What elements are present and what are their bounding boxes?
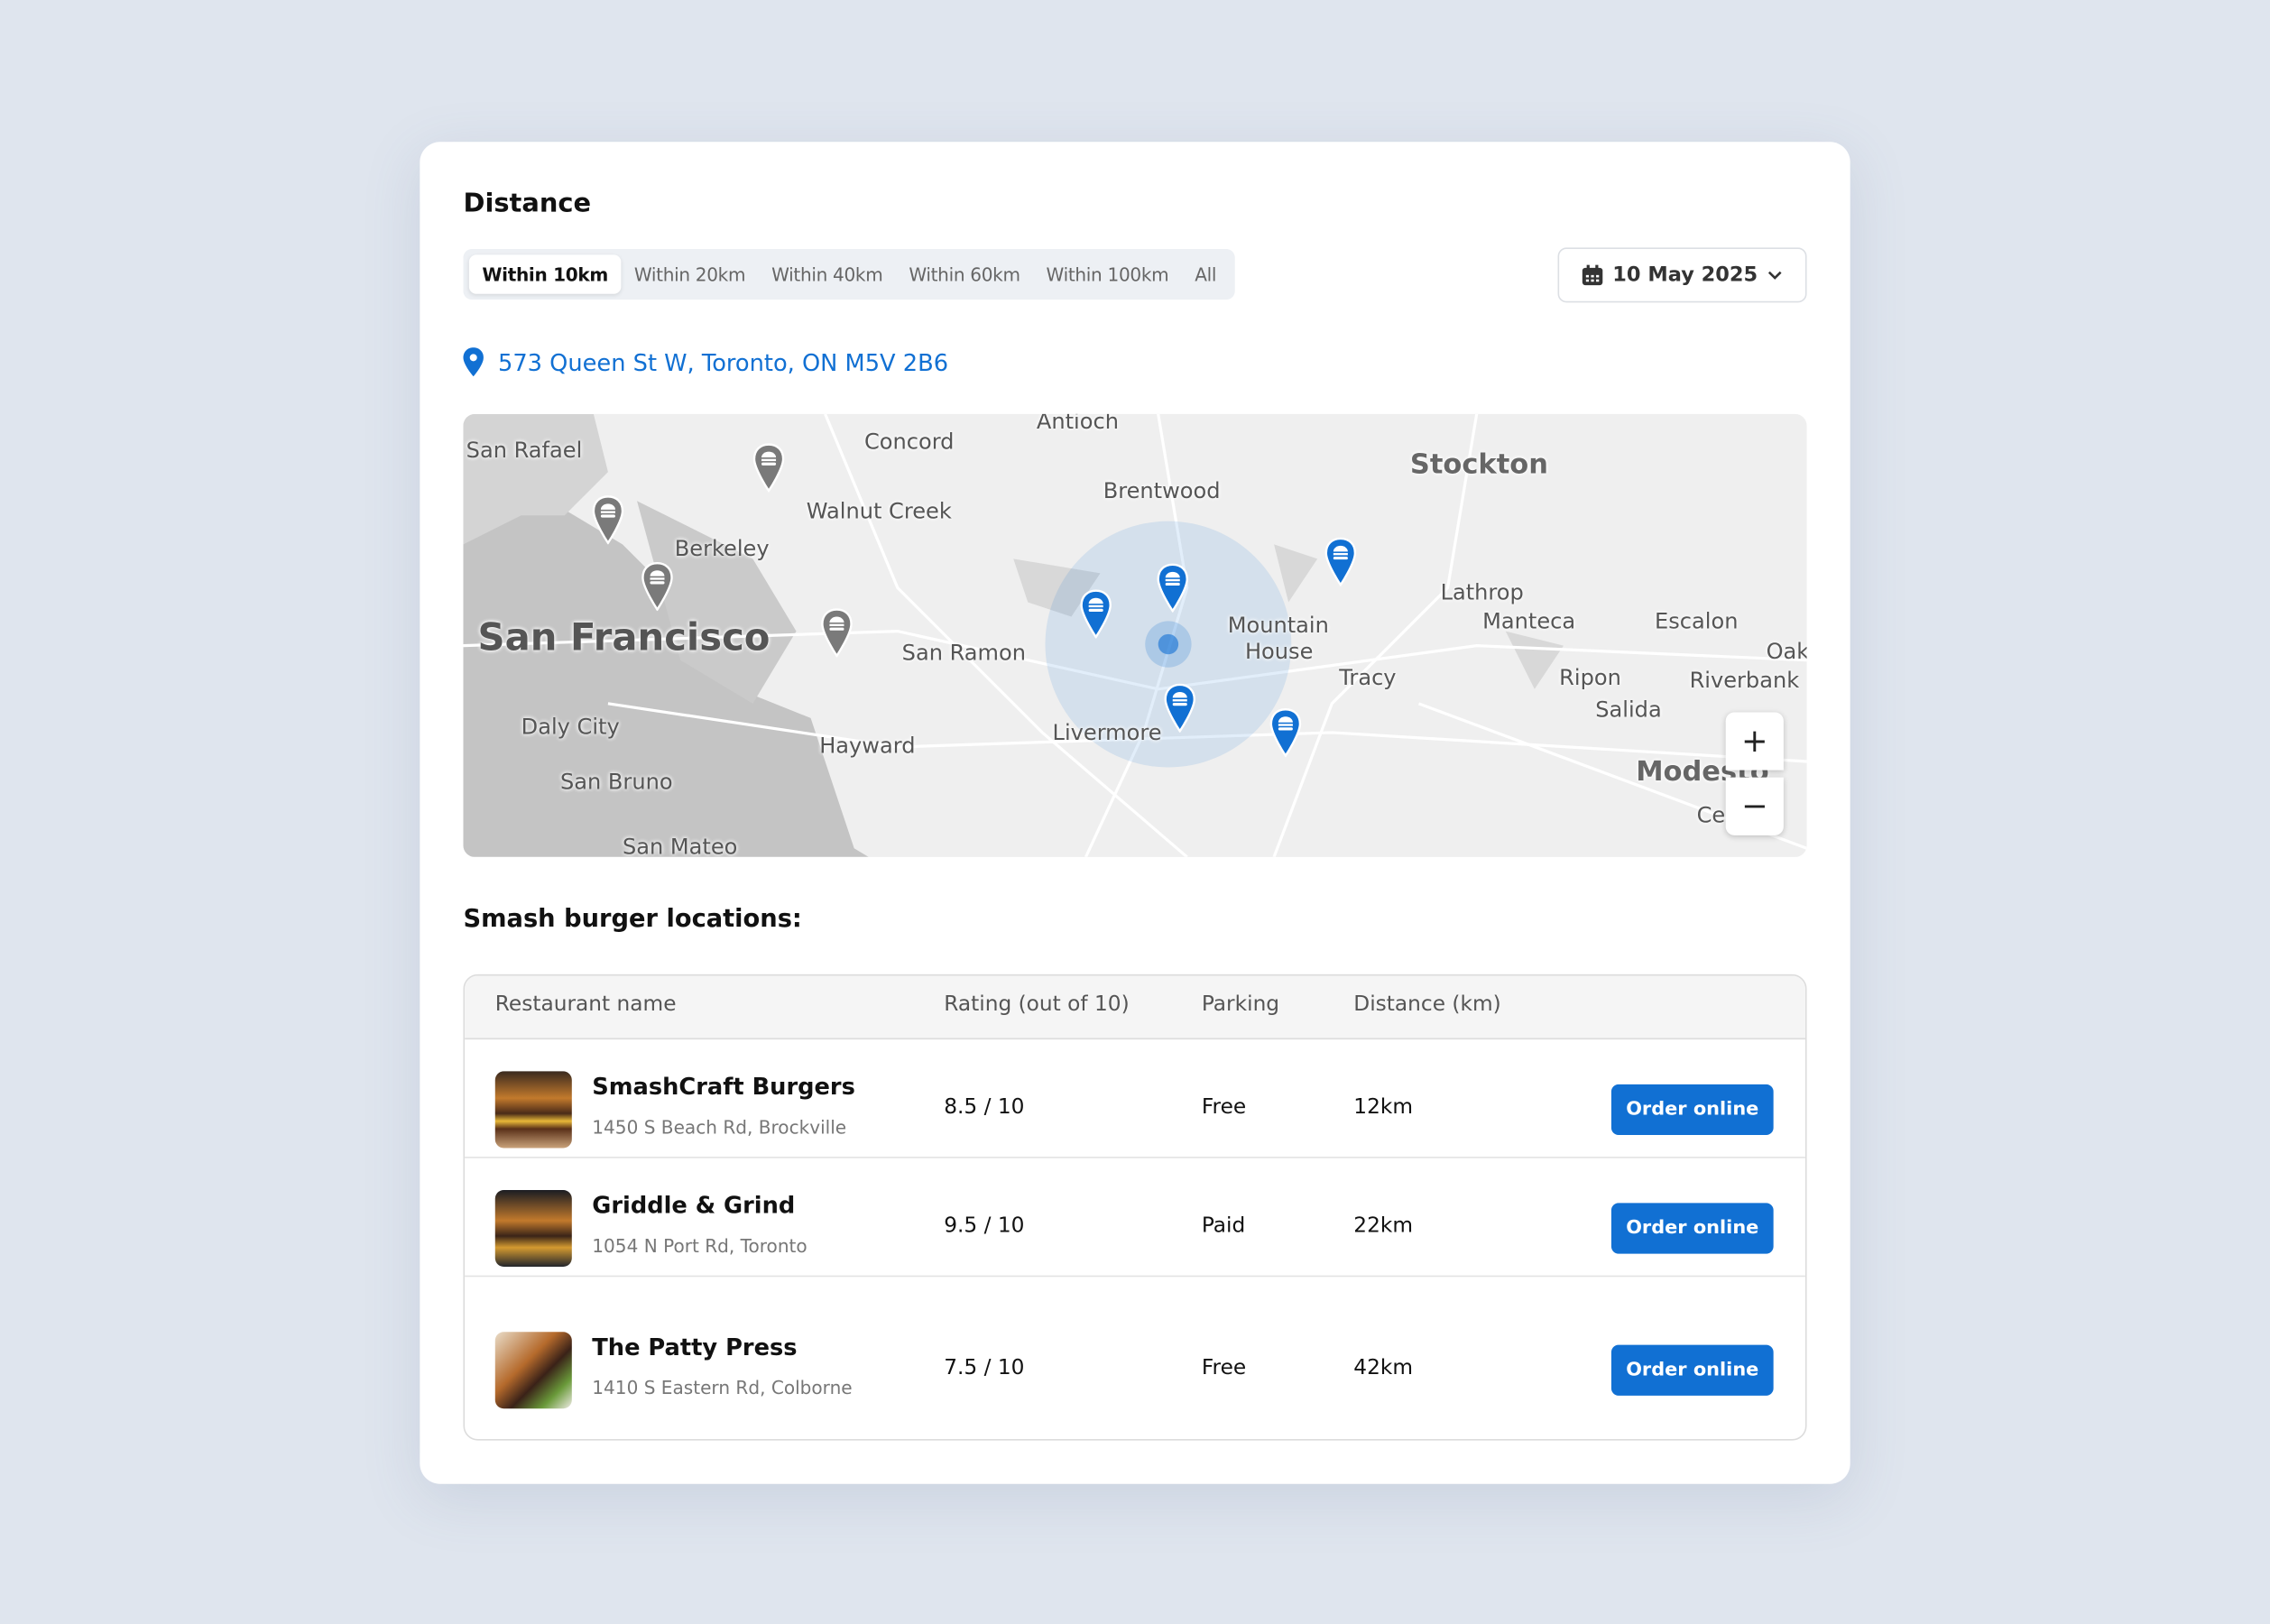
zoom-in-button[interactable]: +	[1725, 712, 1784, 770]
burger-pin-icon	[1324, 537, 1357, 587]
map-label: San Bruno	[559, 769, 673, 795]
map-label: Daly City	[521, 714, 620, 740]
map-label: Lathrop	[1440, 578, 1524, 605]
restaurant-address: 1410 S Eastern Rd, Colborne	[592, 1376, 853, 1399]
map-label: Livermore	[1052, 719, 1162, 746]
calendar-icon	[1582, 264, 1603, 286]
restaurant-photo	[494, 1332, 572, 1409]
filter-within-40km[interactable]: Within 40km	[771, 263, 883, 286]
map-label: Ce	[1696, 801, 1726, 828]
zoom-out-button[interactable]: −	[1725, 777, 1784, 835]
table-header: Restaurant name Rating (out of 10) Parki…	[465, 975, 1805, 1040]
map-label: Escalon	[1655, 607, 1739, 634]
restaurant-pin-active[interactable]	[1080, 589, 1112, 640]
distance-filter: Within 10km Within 20km Within 40km With…	[463, 248, 1235, 300]
burger-pin-icon	[821, 608, 853, 659]
map-label: Berkeley	[674, 535, 770, 562]
map-label: Walnut Creek	[806, 497, 952, 524]
burger-pin-icon	[1269, 708, 1302, 758]
distance: 22km	[1353, 1214, 1414, 1238]
map-label: San Francisco	[477, 616, 771, 660]
restaurant-photo	[494, 1071, 572, 1149]
restaurant-pin-inactive[interactable]	[592, 495, 624, 545]
restaurant-table: Restaurant name Rating (out of 10) Parki…	[463, 973, 1807, 1441]
filter-within-20km[interactable]: Within 20km	[633, 263, 746, 286]
restaurant-address: 1450 S Beach Rd, Brockville	[592, 1116, 847, 1139]
map-label: Oak	[1766, 638, 1807, 665]
map-label: Concord	[863, 428, 955, 455]
order-online-button[interactable]: Order online	[1610, 1203, 1774, 1254]
filter-all[interactable]: All	[1195, 263, 1217, 286]
table-row: Griddle & Grind 1054 N Port Rd, Toronto …	[465, 1158, 1805, 1278]
map-label: San Rafael	[466, 437, 583, 464]
map-label: San Mateo	[622, 834, 738, 857]
address-text: 573 Queen St W, Toronto, ON M5V 2B6	[497, 347, 949, 376]
restaurant-pin-inactive[interactable]	[641, 561, 673, 612]
chevron-down-icon	[1768, 271, 1782, 280]
map-label: Ripon	[1559, 664, 1621, 691]
rating: 7.5 / 10	[944, 1356, 1025, 1380]
map-label: Antioch	[1036, 413, 1119, 435]
table-row: SmashCraft Burgers 1450 S Beach Rd, Broc…	[465, 1039, 1805, 1158]
location-address[interactable]: 573 Queen St W, Toronto, ON M5V 2B6	[463, 347, 949, 377]
order-online-button[interactable]: Order online	[1610, 1344, 1774, 1396]
order-online-button[interactable]: Order online	[1610, 1084, 1774, 1136]
date-picker[interactable]: 10 May 2025	[1557, 247, 1807, 303]
distance: 12km	[1353, 1095, 1414, 1120]
list-title: Smash burger locations:	[463, 904, 802, 934]
date-value: 10 May 2025	[1612, 263, 1758, 287]
filter-within-100km[interactable]: Within 100km	[1046, 263, 1169, 286]
map-label: Salida	[1595, 696, 1662, 723]
burger-pin-icon	[752, 443, 785, 494]
location-pin-icon	[463, 347, 484, 377]
header-parking: Parking	[1201, 992, 1280, 1017]
header-distance: Distance (km)	[1353, 992, 1501, 1017]
map-label: Brentwood	[1103, 477, 1221, 504]
burger-pin-icon	[641, 561, 673, 612]
table-row: The Patty Press 1410 S Eastern Rd, Colbo…	[465, 1277, 1805, 1428]
restaurant-pin-active[interactable]	[1324, 537, 1357, 587]
restaurant-pin-inactive[interactable]	[821, 608, 853, 659]
burger-pin-icon	[1157, 563, 1188, 614]
rating: 8.5 / 10	[944, 1095, 1025, 1120]
map-label: Manteca	[1482, 607, 1576, 634]
parking: Free	[1201, 1095, 1247, 1120]
distance-card: Distance Within 10km Within 20km Within …	[420, 142, 1850, 1484]
restaurant-photo	[494, 1189, 572, 1268]
distance: 42km	[1353, 1356, 1414, 1380]
parking: Paid	[1201, 1214, 1246, 1238]
burger-pin-icon	[1164, 683, 1195, 734]
map-label: House	[1244, 638, 1314, 665]
restaurant-pin-active[interactable]	[1164, 683, 1195, 734]
page-title: Distance	[463, 188, 592, 219]
restaurant-name: Griddle & Grind	[592, 1191, 796, 1220]
map[interactable]: San Rafael Concord Walnut Creek Berkeley San…	[463, 413, 1807, 857]
current-location-marker	[1158, 633, 1179, 655]
parking: Free	[1201, 1356, 1247, 1380]
burger-pin-icon	[1080, 589, 1112, 640]
restaurant-address: 1054 N Port Rd, Toronto	[592, 1234, 807, 1257]
filter-within-10km[interactable]: Within 10km	[468, 254, 622, 294]
map-label: Riverbank	[1689, 667, 1800, 694]
rating: 9.5 / 10	[944, 1214, 1025, 1238]
header-restaurant-name: Restaurant name	[494, 992, 677, 1017]
restaurant-pin-inactive[interactable]	[752, 443, 785, 494]
burger-pin-icon	[592, 495, 624, 545]
map-label: San Ramon	[901, 640, 1026, 667]
restaurant-name: SmashCraft Burgers	[592, 1073, 855, 1101]
map-label: Tracy	[1339, 664, 1397, 691]
map-label: Mountain	[1227, 612, 1329, 639]
restaurant-name: The Patty Press	[592, 1333, 798, 1361]
restaurant-pin-active[interactable]	[1269, 708, 1302, 758]
header-rating: Rating (out of 10)	[944, 992, 1130, 1017]
restaurant-pin-active[interactable]	[1157, 563, 1188, 614]
filter-within-60km[interactable]: Within 60km	[909, 263, 1020, 286]
map-terrain	[463, 413, 1807, 857]
map-label: Hayward	[819, 732, 916, 759]
map-label: Stockton	[1409, 448, 1548, 481]
